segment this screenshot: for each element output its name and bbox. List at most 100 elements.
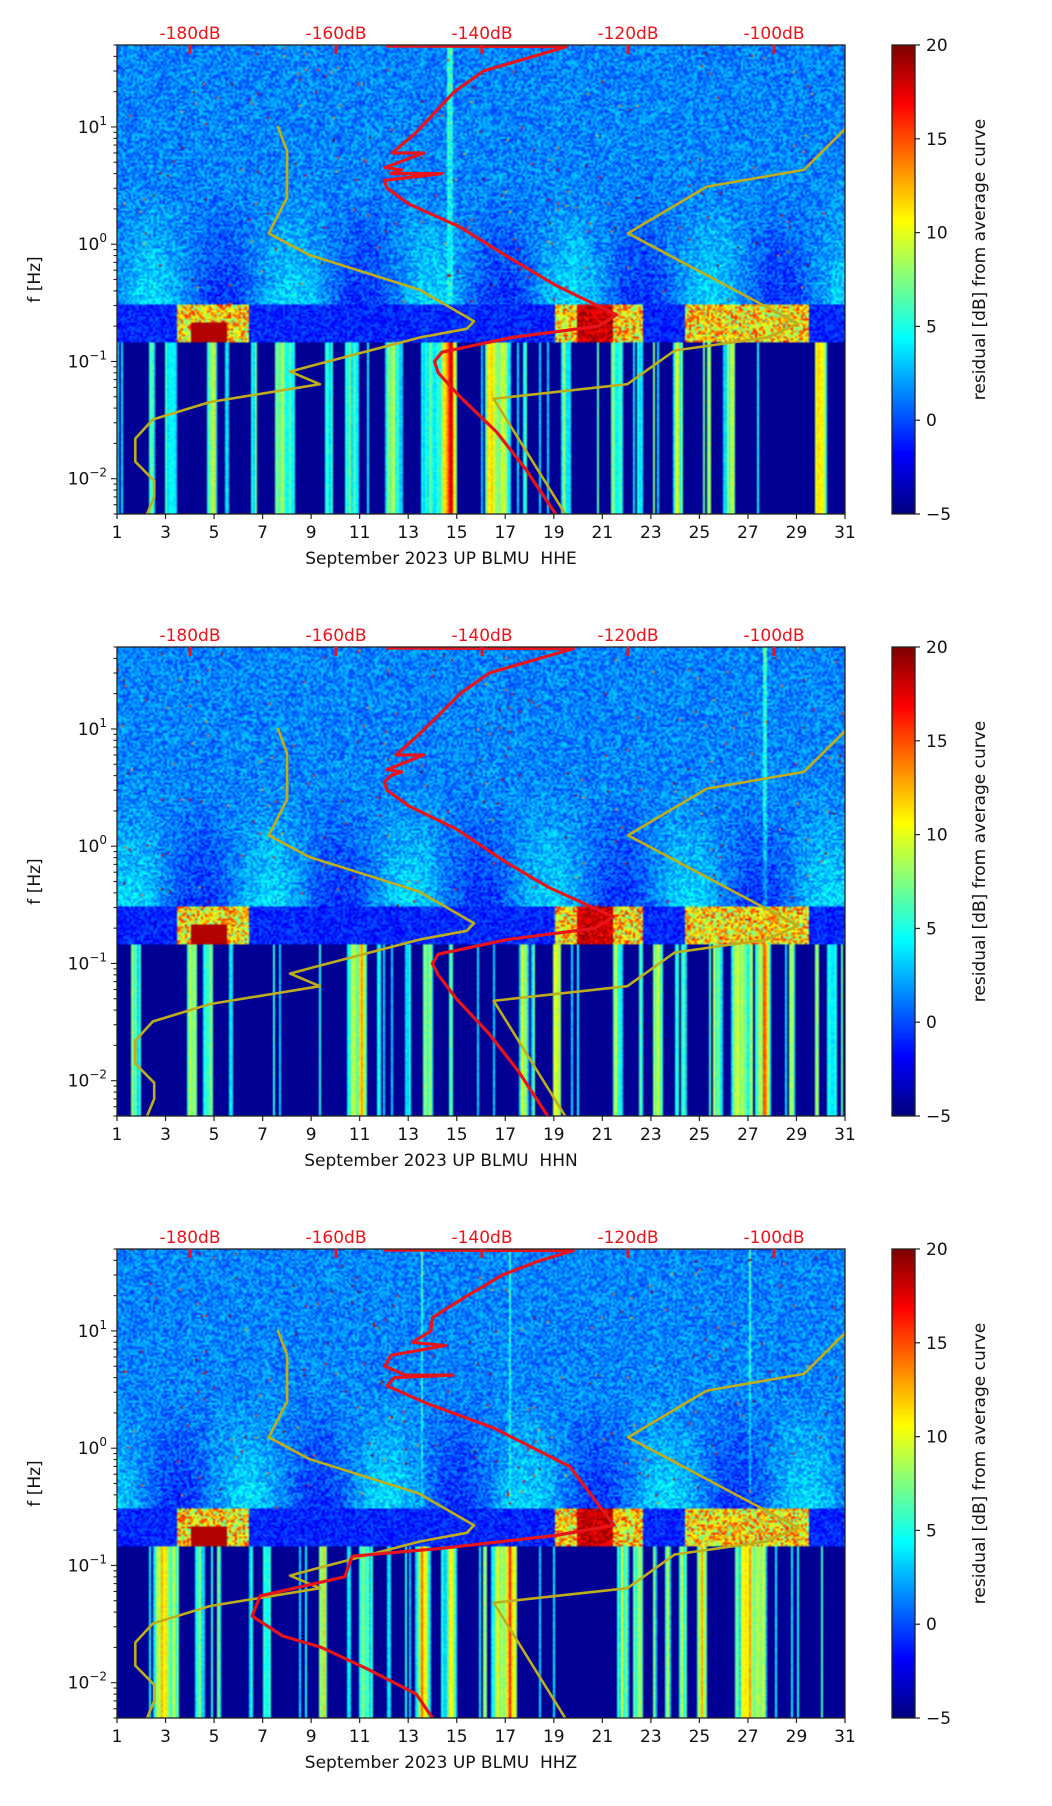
x-tick-label: 5	[209, 523, 220, 543]
y-axis-label: f [Hz]	[25, 1460, 45, 1506]
plot-frame	[116, 44, 846, 515]
db-tick-label: -100dB	[743, 1228, 804, 1248]
spectrogram-image	[117, 1249, 845, 1718]
station-average-curve	[382, 45, 618, 514]
x-tick-label: 1	[112, 1125, 123, 1145]
x-tick-label: 23	[640, 1727, 662, 1747]
y-tick-label: 10−2	[68, 1068, 107, 1092]
x-tick-label: 31	[834, 1727, 856, 1747]
colorbar-label: residual [dB] from average curve	[970, 119, 990, 400]
colorbar-tick-label: 5	[926, 317, 937, 337]
x-tick-label: 7	[257, 523, 268, 543]
plot-frame	[116, 1248, 846, 1719]
colorbar-tick-label: 5	[926, 1521, 937, 1541]
x-axis-label: September 2023 UP BLMU HHZ	[305, 1753, 577, 1773]
db-tick-label: -180dB	[159, 24, 220, 44]
x-tick-label: 9	[306, 1727, 317, 1747]
y-tick-label: 101	[78, 716, 107, 740]
colorbar-tick-label: 20	[926, 36, 948, 56]
y-axis-label: f [Hz]	[25, 256, 45, 302]
x-tick-label: 23	[640, 523, 662, 543]
x-tick-label: 17	[494, 523, 516, 543]
db-tick-label: -100dB	[743, 626, 804, 646]
x-tick-label: 3	[160, 1727, 171, 1747]
x-tick-label: 11	[349, 523, 371, 543]
colorbar-tick-label: −5	[926, 1107, 951, 1127]
x-tick-label: 9	[306, 1125, 317, 1145]
spectrogram-image	[117, 45, 845, 514]
colorbar-tick-label: 0	[926, 1013, 937, 1033]
db-tick-label: -160dB	[305, 1228, 366, 1248]
x-tick-label: 13	[397, 523, 419, 543]
high-noise-model-curve	[492, 127, 845, 514]
x-tick-label: 1	[112, 523, 123, 543]
x-tick-label: 17	[494, 1727, 516, 1747]
x-axis-label: September 2023 UP BLMU HHE	[305, 549, 577, 569]
colorbar-tick-label: 20	[926, 1240, 948, 1260]
y-tick-label: 10−1	[68, 950, 107, 974]
db-tick-label: -140dB	[451, 24, 512, 44]
colorbar-tick-label: 15	[926, 732, 948, 752]
x-tick-label: 23	[640, 1125, 662, 1145]
x-tick-label: 21	[592, 1727, 614, 1747]
y-tick-label: 100	[78, 231, 107, 255]
colorbar-tick-label: 0	[926, 411, 937, 431]
x-tick-label: 21	[592, 523, 614, 543]
colorbar-tick-label: 5	[926, 919, 937, 939]
x-tick-label: 15	[446, 523, 468, 543]
x-tick-label: 29	[786, 1727, 808, 1747]
colorbar-tick-label: 10	[926, 826, 948, 846]
x-tick-label: 17	[494, 1125, 516, 1145]
panel-hhe: 1 3 5 7 9 11 13 15 17 19 21 23 25 27 29 31 September 202…	[0, 0, 1052, 602]
high-noise-model-curve	[492, 1331, 845, 1718]
colorbar-tick-label: 10	[926, 1428, 948, 1448]
low-noise-model-curve	[134, 125, 476, 514]
plot-frame	[116, 646, 846, 1117]
x-tick-label: 13	[397, 1727, 419, 1747]
x-tick-label: 3	[160, 523, 171, 543]
colorbar-gradient	[892, 45, 915, 514]
x-tick-label: 15	[446, 1727, 468, 1747]
y-tick-label: 101	[78, 1318, 107, 1342]
y-tick-label: 100	[78, 833, 107, 857]
y-tick-label: 10−1	[68, 1552, 107, 1576]
db-tick-label: -120dB	[597, 24, 658, 44]
low-noise-model-curve	[134, 727, 476, 1116]
colorbar-label: residual [dB] from average curve	[970, 721, 990, 1002]
curves	[134, 1249, 845, 1718]
colorbar-label: residual [dB] from average curve	[970, 1323, 990, 1604]
y-tick-label: 101	[78, 114, 107, 138]
db-tick-label: -120dB	[597, 626, 658, 646]
colorbar-tick-label: 0	[926, 1615, 937, 1635]
db-tick-label: -120dB	[597, 1228, 658, 1248]
station-average-curve	[250, 1249, 616, 1718]
db-tick-label: -140dB	[451, 1228, 512, 1248]
colorbar-frame	[891, 646, 916, 1117]
x-axis-label: September 2023 UP BLMU HHN	[304, 1151, 577, 1171]
x-tick-label: 19	[543, 523, 565, 543]
x-tick-label: 27	[737, 523, 759, 543]
y-tick-label: 10−2	[68, 466, 107, 490]
station-average-curve	[382, 647, 616, 1116]
low-noise-model-curve	[134, 1329, 476, 1718]
x-tick-label: 31	[834, 1125, 856, 1145]
x-tick-label: 7	[257, 1125, 268, 1145]
x-tick-label: 25	[689, 1727, 711, 1747]
x-tick-label: 7	[257, 1727, 268, 1747]
x-tick-label: 21	[592, 1125, 614, 1145]
panel-hhz: 1 3 5 7 9 11 13 15 17 19 21 23 25 27 29 31 September 202…	[0, 1204, 1052, 1806]
colorbar-tick-label: 15	[926, 1334, 948, 1354]
curves	[134, 647, 845, 1116]
x-tick-label: 31	[834, 523, 856, 543]
y-tick-label: 10−1	[68, 348, 107, 372]
x-tick-label: 29	[786, 1125, 808, 1145]
x-tick-label: 11	[349, 1125, 371, 1145]
x-tick-label: 5	[209, 1727, 220, 1747]
x-tick-label: 3	[160, 1125, 171, 1145]
db-tick-label: -180dB	[159, 626, 220, 646]
colorbar-frame	[891, 1248, 916, 1719]
db-tick-label: -180dB	[159, 1228, 220, 1248]
